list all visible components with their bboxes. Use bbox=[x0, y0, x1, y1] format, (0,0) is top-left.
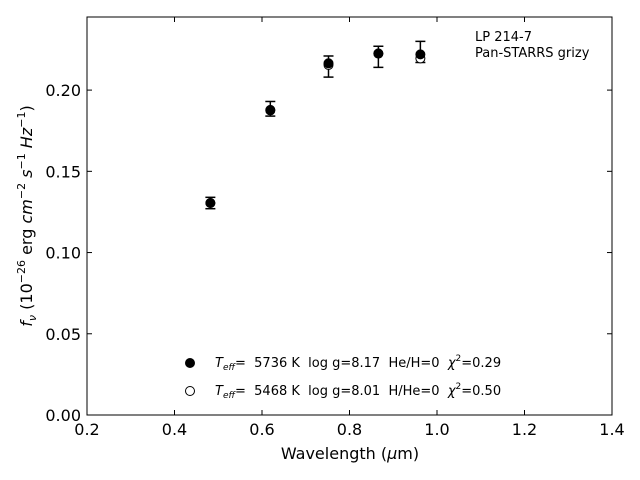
x-axis-title: Wavelength (μm) bbox=[281, 444, 419, 463]
y-tick-label: 0.10 bbox=[45, 244, 81, 263]
tick-marks bbox=[86, 17, 613, 416]
x-tick-label: 1.2 bbox=[512, 420, 537, 439]
legend: Teff= 5736 K log g=8.17 He/H=0 χ2=0.29 T… bbox=[185, 354, 501, 401]
y-tick-label: 0.05 bbox=[45, 325, 81, 344]
x-tick-label: 0.8 bbox=[337, 420, 362, 439]
y-tick-label: 0.20 bbox=[45, 81, 81, 100]
annotation-survey: Pan-STARRS grizy bbox=[475, 46, 590, 61]
legend-marker-filled bbox=[185, 358, 195, 368]
model-point-filled bbox=[415, 49, 426, 60]
annotation-star-name: LP 214-7 bbox=[475, 30, 532, 45]
y-tick-labels: 0.00 0.05 0.10 0.15 0.20 bbox=[45, 81, 81, 425]
x-tick-label: 1.4 bbox=[599, 420, 624, 439]
x-tick-label: 1.0 bbox=[424, 420, 449, 439]
y-tick-label: 0.15 bbox=[45, 162, 81, 181]
model-point-filled bbox=[205, 198, 216, 209]
y-tick-label: 0.00 bbox=[45, 406, 81, 425]
x-tick-label: 0.2 bbox=[74, 420, 99, 439]
x-tick-label: 0.6 bbox=[249, 420, 274, 439]
error-bars bbox=[205, 40, 426, 210]
model-point-filled bbox=[373, 48, 384, 59]
model-point-filled bbox=[265, 104, 276, 115]
data-points bbox=[205, 48, 426, 209]
model-point-filled bbox=[323, 58, 334, 69]
legend-label-model-1: Teff= 5736 K log g=8.17 He/H=0 χ2=0.29 bbox=[215, 354, 501, 373]
x-tick-label: 0.4 bbox=[162, 420, 187, 439]
legend-marker-open bbox=[185, 386, 195, 396]
legend-label-model-2: Teff= 5468 K log g=8.01 H/He=0 χ2=0.50 bbox=[215, 382, 501, 401]
y-axis-title: fν (10−26 erg cm−2 s−1 Hz−1) bbox=[15, 105, 39, 326]
x-tick-labels: 0.2 0.4 0.6 0.8 1.0 1.2 1.4 bbox=[74, 420, 624, 439]
